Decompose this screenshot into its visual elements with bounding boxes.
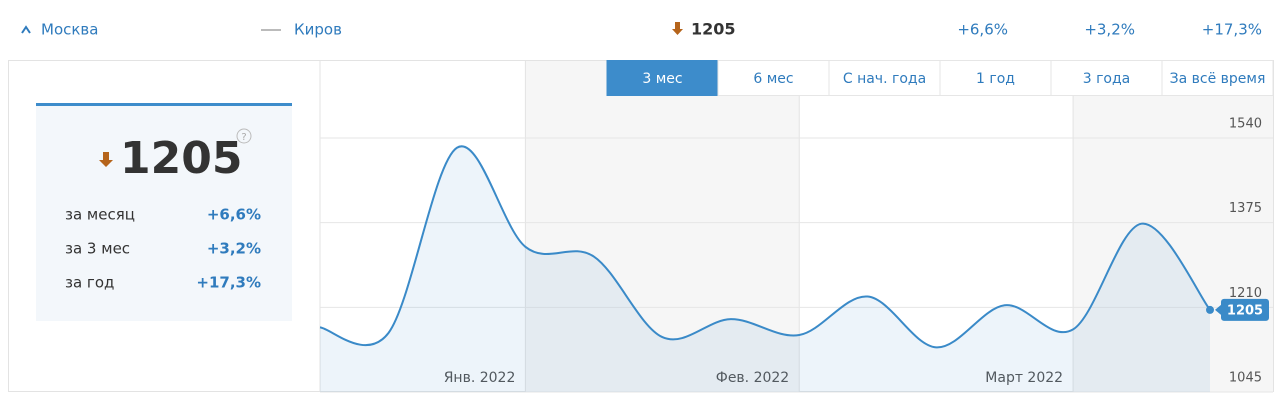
tab-label[interactable]: За всё время bbox=[1170, 71, 1266, 87]
help-icon[interactable] bbox=[236, 128, 252, 144]
tab-label[interactable]: С нач. года bbox=[843, 71, 926, 87]
tab-label[interactable]: 3 года bbox=[1083, 71, 1131, 87]
header-value: 1205 bbox=[691, 20, 736, 39]
y-tick-label: 1045 bbox=[1229, 371, 1262, 386]
tab-label[interactable]: 3 мес bbox=[642, 71, 682, 87]
row-label: за месяц bbox=[65, 206, 135, 224]
row-change: +3,2% bbox=[207, 240, 261, 258]
x-tick-label: Март 2022 bbox=[985, 370, 1063, 386]
last-point bbox=[1206, 305, 1214, 314]
summary-top-border bbox=[36, 103, 292, 106]
summary-value: 1205 bbox=[120, 133, 242, 184]
value-label: 1205 bbox=[1227, 303, 1263, 318]
tab[interactable] bbox=[1161, 60, 1274, 96]
tab-label[interactable]: 6 мес bbox=[753, 71, 793, 87]
header-change: +17,3% bbox=[1202, 21, 1262, 39]
down-arrow bbox=[672, 22, 683, 35]
x-tick-label: Фев. 2022 bbox=[716, 370, 789, 386]
y-tick-label: 1540 bbox=[1229, 117, 1262, 132]
down-arrow bbox=[99, 152, 113, 167]
row-change: +17,3% bbox=[196, 274, 261, 292]
row-change: +6,6% bbox=[207, 206, 261, 224]
tab-label[interactable]: 1 год bbox=[976, 71, 1015, 87]
tab[interactable] bbox=[1050, 60, 1163, 96]
row-label: за 3 мес bbox=[65, 240, 130, 258]
header-change: +6,6% bbox=[957, 21, 1008, 39]
y-tick-label: 1210 bbox=[1229, 286, 1262, 301]
shade-band bbox=[1073, 61, 1273, 392]
tab[interactable] bbox=[828, 60, 941, 96]
y-tick-label: 1375 bbox=[1229, 201, 1262, 216]
area bbox=[320, 146, 1210, 392]
row-label: за год bbox=[65, 274, 114, 292]
collapse-icon[interactable] bbox=[21, 25, 31, 34]
value-badge bbox=[1221, 298, 1269, 321]
x-tick-label: Янв. 2022 bbox=[444, 370, 516, 386]
compare-city[interactable]: Киров bbox=[294, 21, 342, 39]
city-name[interactable]: Москва bbox=[41, 21, 98, 39]
badge-pointer bbox=[1215, 304, 1221, 315]
line bbox=[319, 145, 1211, 349]
help-mark[interactable]: ? bbox=[241, 132, 246, 143]
header-change: +3,2% bbox=[1084, 21, 1135, 39]
summary-card bbox=[36, 103, 292, 321]
tab[interactable] bbox=[606, 60, 719, 96]
